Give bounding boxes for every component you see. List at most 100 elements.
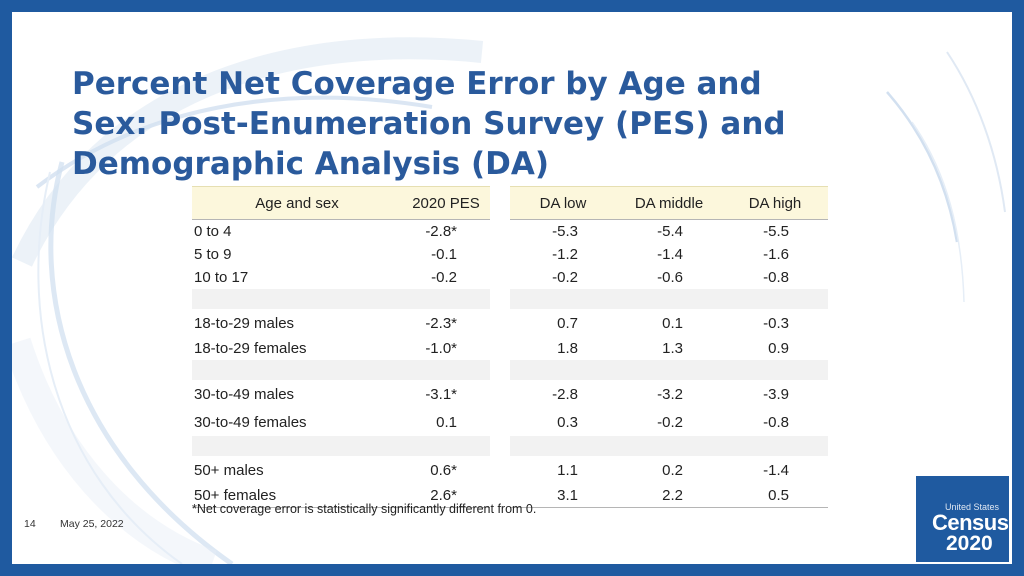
age-cell: 18-to-29 males [194, 314, 295, 332]
logo-year: 2020 [946, 532, 993, 555]
age-cell: 30-to-49 males [194, 385, 295, 403]
pes-cell: 0.1 [436, 413, 457, 431]
slide: Percent Net Coverage Error by Age and Se… [12, 12, 1012, 564]
age-cell: 50+ females [192, 484, 402, 508]
pes-cell: -0.1 [431, 246, 457, 263]
separator-cell [510, 360, 616, 380]
separator-row [192, 360, 828, 380]
age-cell: 30-to-49 females [194, 413, 307, 431]
table-row: 10 to 17 -0.2 -0.2 -0.6 -0.8 [192, 266, 828, 289]
da-low-cell: 0.7 [557, 314, 578, 332]
table-row: 18-to-29 females -1.0* 1.8 1.3 0.9 [192, 337, 828, 360]
da-high-cell: -1.6 [763, 246, 789, 263]
table-row: 18-to-29 males -2.3* 0.7 0.1 -0.3 [192, 309, 828, 337]
table-row: 5 to 9 -0.1 -1.2 -1.4 -1.6 [192, 243, 828, 266]
separator-cell [510, 289, 616, 309]
footnote: *Net coverage error is statistically sig… [192, 502, 537, 516]
da-high-cell: -5.5 [763, 223, 789, 240]
da-middle-cell: -3.2 [657, 385, 683, 403]
logo-census: Census [932, 510, 1009, 535]
column-gap [490, 337, 510, 360]
da-middle-cell: 0.2 [662, 461, 683, 479]
age-cell: 50+ males [194, 461, 264, 479]
separator-cell [192, 436, 402, 456]
pes-cell: -3.1* [425, 385, 457, 403]
header-da-high: DA high [722, 186, 828, 220]
column-gap [490, 484, 510, 508]
da-middle-cell: 1.3 [662, 340, 683, 357]
da-middle-cell: -0.2 [657, 413, 683, 431]
separator-cell [192, 289, 402, 309]
pes-cell: 0.6* [430, 461, 457, 479]
separator-cell [402, 289, 490, 309]
da-low-cell: 0.3 [557, 413, 578, 431]
column-gap [490, 289, 510, 309]
separator-cell [722, 436, 828, 456]
table-row: 50+ males 0.6* 1.1 0.2 -1.4 [192, 456, 828, 484]
separator-row [192, 436, 828, 456]
pes-cell: -0.2 [431, 269, 457, 286]
da-low-cell: -0.2 [552, 269, 578, 286]
separator-cell [616, 436, 722, 456]
census-2020-logo: United States Census 2020 [916, 476, 1009, 562]
da-low-cell: 1.8 [557, 340, 578, 357]
coverage-error-table: Age and sex 2020 PES DA low DA middle DA… [192, 186, 828, 508]
slide-title: Percent Net Coverage Error by Age and Se… [72, 64, 792, 184]
separator-cell [402, 360, 490, 380]
table-row: 50+ females 2.6* 3.1 2.2 0.5 [192, 484, 828, 508]
age-cell: 10 to 17 [194, 269, 249, 286]
separator-cell [192, 360, 402, 380]
da-low-cell: -1.2 [552, 246, 578, 263]
da-low-cell: 1.1 [557, 461, 578, 479]
age-cell: 5 to 9 [194, 246, 232, 263]
pes-cell: -1.0* [425, 340, 457, 357]
column-gap [490, 266, 510, 289]
table-row: 30-to-49 males -3.1* -2.8 -3.2 -3.9 [192, 380, 828, 408]
presentation-date: May 25, 2022 [60, 518, 124, 530]
title-line: Sex: Post-Enumeration Survey (PES) and [72, 106, 786, 142]
da-low-cell: -2.8 [552, 385, 578, 403]
column-gap [490, 186, 510, 220]
column-gap [490, 408, 510, 436]
title-line: Demographic Analysis (DA) [72, 146, 550, 182]
header-age-and-sex: Age and sex [192, 186, 402, 220]
separator-cell [722, 360, 828, 380]
column-gap [490, 360, 510, 380]
header-da-middle: DA middle [616, 186, 722, 220]
da-high-cell: 0.9 [768, 340, 789, 357]
da-middle-cell: 2.2 [616, 484, 722, 508]
column-gap [490, 219, 510, 243]
separator-cell [722, 289, 828, 309]
da-low-cell: 3.1 [510, 484, 616, 508]
column-gap [490, 456, 510, 484]
separator-cell [510, 436, 616, 456]
logo-united-states: United States [944, 502, 999, 512]
da-high-cell: -0.3 [763, 314, 789, 332]
da-middle-cell: 0.1 [662, 314, 683, 332]
da-low-cell: -5.3 [552, 223, 578, 240]
separator-cell [402, 436, 490, 456]
header-da-low: DA low [510, 186, 616, 220]
separator-row [192, 289, 828, 309]
da-high-cell: -3.9 [763, 385, 789, 403]
column-gap [490, 380, 510, 408]
age-cell: 18-to-29 females [194, 340, 307, 357]
da-high-cell: -1.4 [763, 461, 789, 479]
table-row: 0 to 4 -2.8* -5.3 -5.4 -5.5 [192, 219, 828, 243]
da-middle-cell: -5.4 [657, 223, 683, 240]
separator-cell [616, 360, 722, 380]
da-middle-cell: -0.6 [657, 269, 683, 286]
table-row: 30-to-49 females 0.1 0.3 -0.2 -0.8 [192, 408, 828, 436]
table-header-row: Age and sex 2020 PES DA low DA middle DA… [192, 186, 828, 220]
title-line: Percent Net Coverage Error by Age and [72, 66, 762, 102]
background-swirl-decoration [12, 37, 1006, 564]
column-gap [490, 309, 510, 337]
da-high-cell: -0.8 [763, 413, 789, 431]
pes-cell: -2.3* [425, 314, 457, 332]
pes-cell: -2.8* [425, 223, 457, 240]
pes-cell: 2.6* [402, 484, 490, 508]
column-gap [490, 243, 510, 266]
da-middle-cell: -1.4 [657, 246, 683, 263]
header-2020-pes: 2020 PES [402, 186, 490, 220]
da-high-cell: -0.8 [763, 269, 789, 286]
